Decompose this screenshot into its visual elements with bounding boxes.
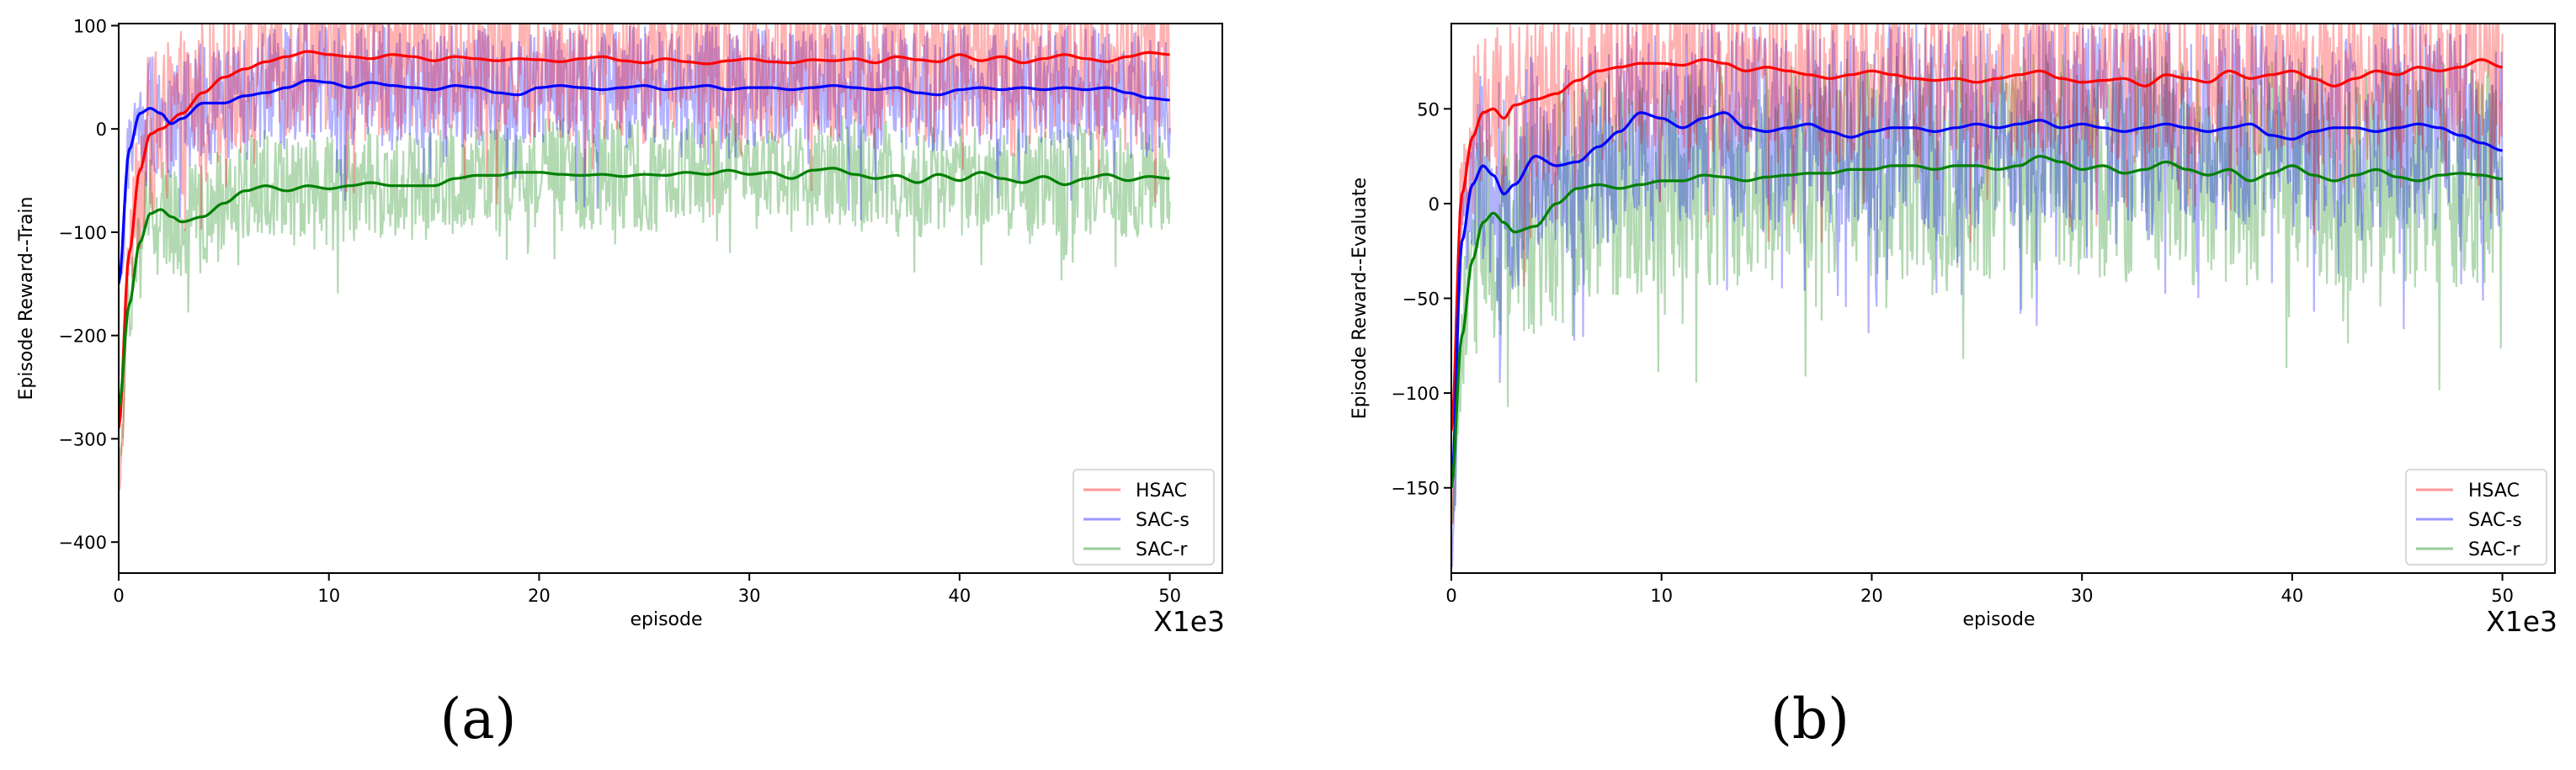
chart-panel-a: 0 10 20 30 40 50 −400 −300 −200 −100 0 100 episode Ep… (16, 16, 1225, 751)
x-tick-label: 40 (948, 586, 971, 606)
raw-trace-hsac (1451, 24, 2504, 525)
y-axis-label: Episode Reward--Train (16, 197, 37, 401)
plot-area (1451, 24, 2504, 567)
x-tick-label: 0 (113, 586, 124, 606)
y-tick-label: 0 (96, 119, 107, 140)
legend: HSAC SAC-s SAC-r (1072, 469, 1215, 566)
y-tick-label: 100 (73, 16, 107, 36)
legend-label-sac-r: SAC-r (1136, 539, 1188, 560)
y-tick-label: −200 (58, 327, 107, 347)
y-tick-label: −400 (58, 533, 107, 553)
y-axis-label: Episode Reward--Evaluate (1349, 178, 1370, 419)
y-tick-label: −300 (58, 429, 107, 449)
y-tick-label: 0 (1429, 194, 1440, 215)
raw-trace-sac-s (119, 24, 1171, 284)
x-tick-label: 30 (2071, 586, 2094, 606)
legend-box (1072, 469, 1215, 566)
smooth-line-sac-s (1451, 111, 2503, 488)
x-axis-label: episode (630, 609, 702, 630)
axes-frame (118, 23, 1223, 574)
raw-trace-hsac (119, 24, 1171, 491)
x-scale-label: X1e3 (1153, 605, 1225, 638)
legend-label-sac-s: SAC-s (1136, 510, 1190, 531)
x-tick-label: 10 (1650, 586, 1673, 606)
y-tick-label: −100 (1391, 384, 1440, 404)
y-tick-label: −150 (1391, 479, 1440, 499)
panel-label: (a) (440, 687, 517, 751)
plot-area (119, 24, 1171, 491)
x-tick-label: 20 (1860, 586, 1883, 606)
x-tick-label: 10 (317, 586, 340, 606)
legend: HSAC SAC-s SAC-r (2405, 469, 2547, 566)
smooth-line-sac-s (119, 78, 1170, 284)
x-axis-label: episode (1962, 609, 2035, 630)
raw-trace-sac-r (1451, 54, 2504, 527)
x-tick-label: 20 (528, 586, 551, 606)
legend-label-sac-s: SAC-s (2468, 510, 2522, 531)
smooth-line-sac-r (1451, 155, 2503, 488)
y-tick-label: −100 (58, 223, 107, 243)
x-tick-label: 40 (2281, 586, 2303, 606)
raw-trace-sac-r (119, 114, 1171, 480)
legend-label-sac-r: SAC-r (2468, 539, 2520, 560)
x-tick-label: 0 (1445, 586, 1456, 606)
y-tick-label: −50 (1402, 289, 1440, 310)
x-tick-label: 30 (738, 586, 761, 606)
chart-panel-b: 0 10 20 30 40 50 −150 −100 −50 0 50 episode Episode … (1349, 23, 2557, 751)
y-tick-label: 50 (1417, 99, 1440, 119)
smooth-line-hsac (119, 50, 1170, 429)
x-scale-label: X1e3 (2486, 605, 2557, 638)
raw-trace-sac-s (1451, 24, 2504, 567)
legend-label-hsac: HSAC (1136, 481, 1187, 502)
panel-label: (b) (1770, 687, 1850, 751)
x-tick-label: 50 (1158, 586, 1181, 606)
x-tick-label: 50 (2491, 586, 2514, 606)
smooth-line-hsac (1451, 58, 2503, 432)
smooth-line-sac-r (119, 167, 1170, 408)
legend-label-hsac: HSAC (2468, 481, 2520, 502)
legend-box (2405, 469, 2547, 566)
